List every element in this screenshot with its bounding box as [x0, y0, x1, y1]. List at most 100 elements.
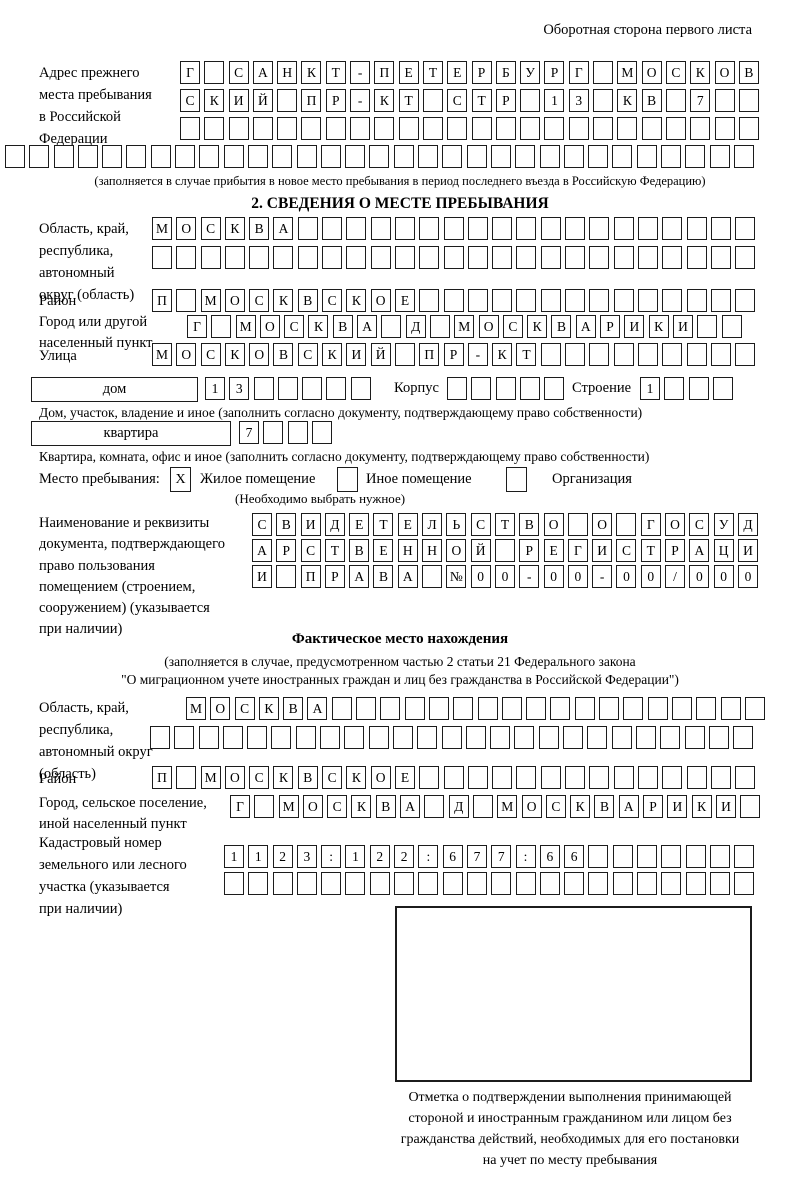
char-cell[interactable]: [661, 872, 682, 895]
char-cell[interactable]: [744, 697, 765, 720]
char-cell[interactable]: К: [492, 343, 513, 366]
char-cell[interactable]: [394, 872, 415, 895]
char-cell[interactable]: В: [375, 795, 396, 818]
char-cell[interactable]: С: [200, 217, 221, 240]
char-cell[interactable]: [612, 872, 633, 895]
char-cell[interactable]: М: [200, 766, 221, 789]
char-cell[interactable]: О: [446, 539, 467, 562]
char-cell[interactable]: А: [400, 795, 421, 818]
char-cell[interactable]: [491, 872, 512, 895]
char-cell[interactable]: [102, 145, 123, 168]
char-cell[interactable]: [662, 289, 683, 312]
char-cell[interactable]: Й: [370, 343, 391, 366]
checkbox-organization[interactable]: [506, 467, 527, 492]
char-cell[interactable]: [224, 872, 244, 895]
char-cell[interactable]: 7: [466, 845, 487, 868]
char-cell[interactable]: С: [616, 539, 637, 562]
char-cell[interactable]: [176, 246, 197, 269]
char-cell[interactable]: М: [235, 315, 256, 338]
char-cell[interactable]: Р: [324, 565, 345, 588]
char-cell[interactable]: [710, 289, 731, 312]
char-cell[interactable]: [540, 343, 561, 366]
char-cell[interactable]: Т: [516, 343, 537, 366]
char-cell[interactable]: [345, 145, 366, 168]
char-cell[interactable]: Е: [398, 61, 419, 84]
char-cell[interactable]: [228, 117, 249, 140]
char-cell[interactable]: К: [648, 315, 669, 338]
char-cell[interactable]: [320, 726, 341, 749]
char-cell[interactable]: [686, 217, 707, 240]
char-cell[interactable]: М: [454, 315, 475, 338]
char-cell[interactable]: О: [521, 795, 542, 818]
char-cell[interactable]: А: [349, 565, 370, 588]
char-cell[interactable]: К: [273, 766, 294, 789]
char-cell[interactable]: К: [308, 315, 329, 338]
char-cell[interactable]: [490, 726, 511, 749]
char-cell[interactable]: С: [545, 795, 566, 818]
char-cell[interactable]: [710, 766, 731, 789]
char-cell[interactable]: О: [224, 289, 245, 312]
char-cell[interactable]: И: [667, 795, 688, 818]
char-cell[interactable]: 7: [690, 89, 711, 112]
char-cell[interactable]: Р: [643, 795, 664, 818]
char-cell[interactable]: 0: [640, 565, 661, 588]
char-cell[interactable]: [565, 343, 586, 366]
checkbox-other-premises[interactable]: [337, 467, 358, 492]
char-cell[interactable]: [368, 726, 389, 749]
char-cell[interactable]: К: [204, 89, 225, 112]
char-cell[interactable]: В: [297, 289, 318, 312]
char-cell[interactable]: О: [176, 343, 197, 366]
char-cell[interactable]: С: [502, 315, 523, 338]
char-cell[interactable]: [589, 289, 610, 312]
char-cell[interactable]: И: [737, 539, 758, 562]
char-cell[interactable]: [637, 872, 658, 895]
char-cell[interactable]: [708, 726, 729, 749]
char-cell[interactable]: [671, 697, 692, 720]
char-cell[interactable]: [204, 61, 225, 84]
char-cell[interactable]: В: [373, 565, 394, 588]
char-cell[interactable]: Т: [422, 61, 443, 84]
char-cell[interactable]: [540, 289, 561, 312]
char-cell[interactable]: [519, 377, 540, 400]
char-cell[interactable]: [684, 726, 705, 749]
char-cell[interactable]: Г: [180, 61, 200, 84]
char-cell[interactable]: [277, 89, 298, 112]
char-cell[interactable]: [272, 872, 293, 895]
char-cell[interactable]: [567, 513, 588, 536]
char-cell[interactable]: П: [374, 61, 395, 84]
char-cell[interactable]: [346, 217, 367, 240]
char-cell[interactable]: [176, 766, 197, 789]
char-cell[interactable]: В: [641, 89, 662, 112]
char-cell[interactable]: М: [617, 61, 638, 84]
char-cell[interactable]: Р: [443, 343, 464, 366]
char-cell[interactable]: К: [527, 315, 548, 338]
char-cell[interactable]: Т: [325, 61, 346, 84]
char-cell[interactable]: А: [357, 315, 378, 338]
char-cell[interactable]: [287, 421, 308, 444]
char-cell[interactable]: Г: [640, 513, 661, 536]
char-cell[interactable]: [710, 343, 731, 366]
char-cell[interactable]: [685, 845, 706, 868]
char-cell[interactable]: [733, 145, 754, 168]
char-cell[interactable]: [637, 217, 658, 240]
char-cell[interactable]: [613, 343, 634, 366]
char-cell[interactable]: К: [351, 795, 372, 818]
char-cell[interactable]: [344, 726, 365, 749]
char-cell[interactable]: О: [370, 766, 391, 789]
char-cell[interactable]: Д: [405, 315, 426, 338]
char-cell[interactable]: 1: [224, 845, 244, 868]
char-cell[interactable]: 1: [640, 377, 660, 400]
char-cell[interactable]: [296, 145, 317, 168]
char-cell[interactable]: [540, 766, 561, 789]
char-cell[interactable]: [593, 117, 614, 140]
char-cell[interactable]: [696, 697, 717, 720]
char-cell[interactable]: [380, 697, 401, 720]
char-cell[interactable]: -: [519, 565, 540, 588]
char-cell[interactable]: [271, 726, 292, 749]
char-cell[interactable]: К: [690, 61, 711, 84]
house-type-box[interactable]: дом: [31, 377, 198, 402]
char-cell[interactable]: [664, 377, 685, 400]
char-cell[interactable]: -: [350, 89, 371, 112]
char-cell[interactable]: [593, 61, 614, 84]
char-cell[interactable]: Г: [230, 795, 250, 818]
